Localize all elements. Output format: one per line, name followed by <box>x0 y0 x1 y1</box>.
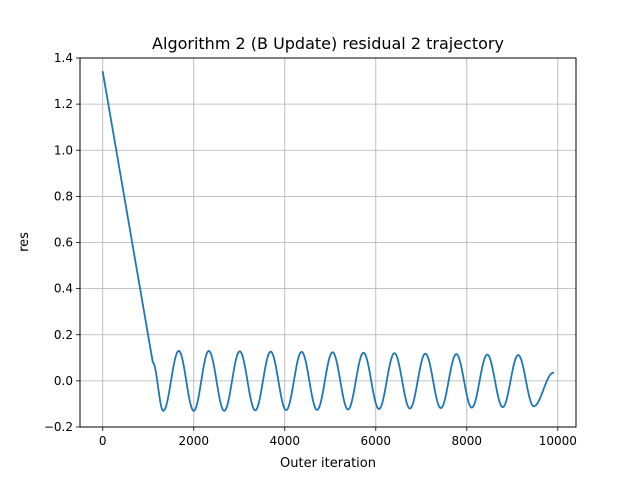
y-tick-label: 0.4 <box>54 282 73 296</box>
y-tick-label: −0.2 <box>44 420 73 434</box>
x-ticks: 0 2000 4000 6000 8000 10000 <box>99 427 577 448</box>
x-tick-label: 4000 <box>269 434 300 448</box>
x-tick-label: 10000 <box>539 434 577 448</box>
series-line-0 <box>101 70 555 412</box>
x-tick-label: 6000 <box>361 434 392 448</box>
y-tick-label: 1.2 <box>54 97 73 111</box>
x-axis-label: Outer iteration <box>280 456 376 471</box>
y-tick-label: 1.4 <box>54 51 73 65</box>
y-ticks: −0.2 0.0 0.2 0.4 0.6 0.8 1.0 1.2 1.4 <box>44 51 80 434</box>
y-tick-label: 1.0 <box>54 143 73 157</box>
x-tick-label: 0 <box>99 434 107 448</box>
chart-title: Algorithm 2 (B Update) residual 2 trajec… <box>152 34 504 53</box>
series-group <box>101 70 555 412</box>
grid <box>80 57 576 428</box>
x-tick-label: 2000 <box>178 434 209 448</box>
y-tick-label: 0.8 <box>54 189 73 203</box>
y-tick-label: 0.6 <box>54 236 73 250</box>
y-tick-label: 0.0 <box>54 374 73 388</box>
y-axis-label: res <box>17 232 32 252</box>
x-tick-label: 8000 <box>452 434 483 448</box>
y-tick-label: 0.2 <box>54 328 73 342</box>
